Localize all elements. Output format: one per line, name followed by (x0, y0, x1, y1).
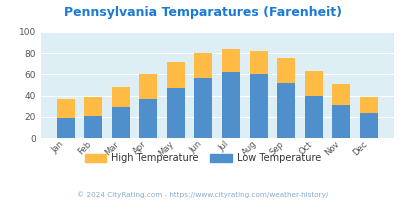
Bar (84, 116, 102, 138)
Bar (304, 96, 322, 138)
Bar (331, 84, 350, 105)
Bar (277, 83, 294, 138)
Bar (139, 99, 157, 138)
Bar (304, 71, 322, 96)
Bar (249, 51, 267, 74)
Bar (57, 99, 75, 118)
Bar (249, 74, 267, 138)
Bar (194, 78, 212, 138)
Bar (359, 113, 377, 138)
Bar (359, 97, 377, 113)
Bar (166, 88, 184, 138)
Bar (57, 118, 75, 138)
Bar (277, 58, 294, 83)
Bar (166, 62, 184, 88)
Bar (84, 97, 102, 116)
Bar (222, 72, 239, 138)
Text: © 2024 CityRating.com - https://www.cityrating.com/weather-history/: © 2024 CityRating.com - https://www.city… (77, 191, 328, 198)
Bar (139, 74, 157, 99)
Bar (194, 53, 212, 78)
Bar (111, 87, 129, 107)
Bar (111, 107, 129, 138)
Bar (222, 49, 239, 72)
Bar (331, 105, 350, 138)
Legend: High Temperature, Low Temperature: High Temperature, Low Temperature (81, 149, 324, 167)
Text: Pennsylvania Temparatures (Farenheit): Pennsylvania Temparatures (Farenheit) (64, 6, 341, 19)
